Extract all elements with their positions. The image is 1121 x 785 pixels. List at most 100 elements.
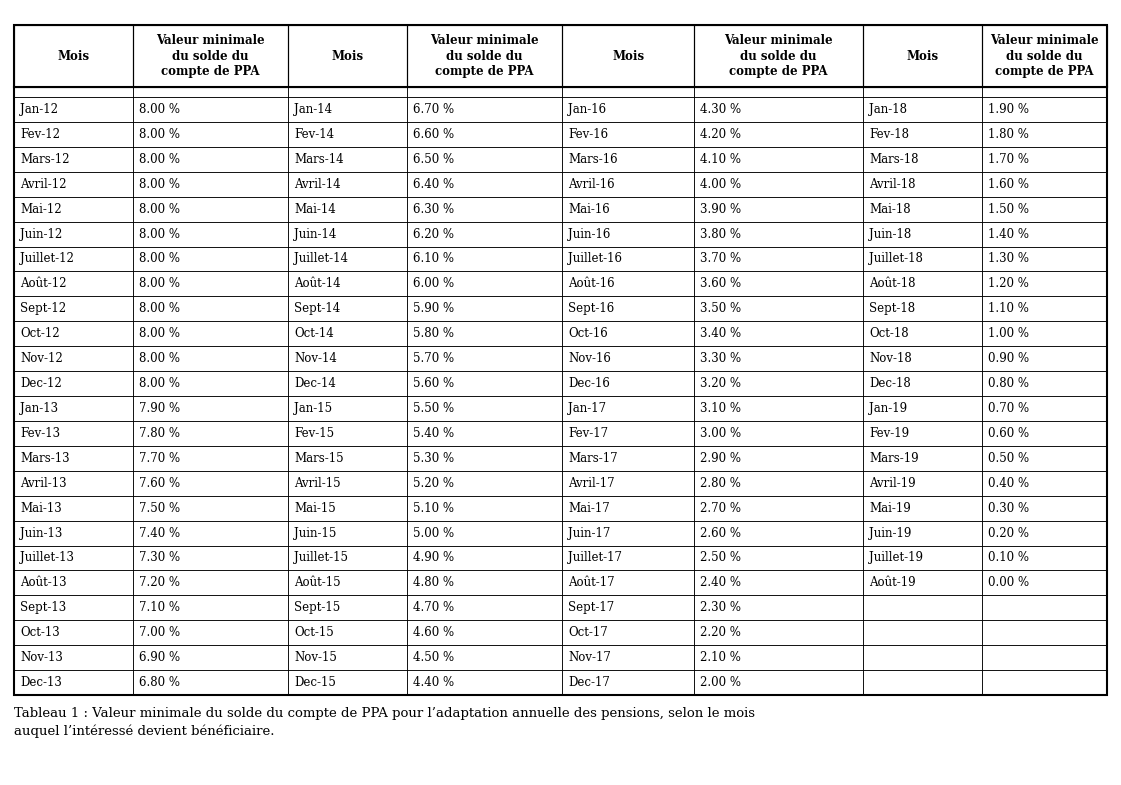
Bar bbox=[982, 346, 1108, 371]
Bar bbox=[132, 296, 288, 321]
Text: 0.20 %: 0.20 % bbox=[988, 527, 1029, 539]
Text: 1.10 %: 1.10 % bbox=[988, 302, 1029, 316]
Text: Avril-15: Avril-15 bbox=[294, 476, 341, 490]
Bar bbox=[13, 396, 132, 421]
Text: 2.00 %: 2.00 % bbox=[701, 676, 741, 689]
Text: 0.70 %: 0.70 % bbox=[988, 402, 1029, 415]
Bar bbox=[288, 25, 407, 87]
Bar bbox=[132, 346, 288, 371]
Bar bbox=[563, 25, 694, 87]
Text: Mois: Mois bbox=[332, 49, 363, 63]
Text: 7.90 %: 7.90 % bbox=[139, 402, 179, 415]
Bar bbox=[982, 396, 1108, 421]
Text: 4.80 %: 4.80 % bbox=[413, 576, 454, 590]
Bar bbox=[407, 495, 563, 520]
Bar bbox=[982, 520, 1108, 546]
Text: Valeur minimale
du solde du
compte de PPA: Valeur minimale du solde du compte de PP… bbox=[430, 35, 539, 78]
Bar bbox=[288, 396, 407, 421]
Text: 5.80 %: 5.80 % bbox=[413, 327, 454, 340]
Text: Jan-12: Jan-12 bbox=[20, 103, 58, 116]
Bar bbox=[132, 520, 288, 546]
Text: Mars-19: Mars-19 bbox=[869, 452, 919, 465]
Bar bbox=[694, 296, 863, 321]
Bar bbox=[563, 446, 694, 471]
Text: 6.90 %: 6.90 % bbox=[139, 651, 179, 664]
Text: Fev-12: Fev-12 bbox=[20, 128, 61, 141]
Text: Fev-13: Fev-13 bbox=[20, 427, 61, 440]
Bar bbox=[407, 25, 563, 87]
Text: 0.10 %: 0.10 % bbox=[988, 551, 1029, 564]
Bar bbox=[563, 495, 694, 520]
Bar bbox=[863, 595, 982, 620]
Text: 1.00 %: 1.00 % bbox=[988, 327, 1029, 340]
Text: 5.00 %: 5.00 % bbox=[413, 527, 454, 539]
Text: 1.60 %: 1.60 % bbox=[988, 177, 1029, 191]
Bar bbox=[563, 620, 694, 645]
Text: 8.00 %: 8.00 % bbox=[139, 103, 179, 116]
Text: Août-18: Août-18 bbox=[869, 277, 916, 290]
Bar bbox=[407, 520, 563, 546]
Text: Juillet-16: Juillet-16 bbox=[568, 253, 622, 265]
Bar bbox=[407, 645, 563, 670]
Text: Dec-13: Dec-13 bbox=[20, 676, 62, 689]
Text: 1.90 %: 1.90 % bbox=[988, 103, 1029, 116]
Bar bbox=[13, 321, 132, 346]
Bar bbox=[563, 396, 694, 421]
Text: Juillet-13: Juillet-13 bbox=[20, 551, 74, 564]
Text: Jan-15: Jan-15 bbox=[294, 402, 332, 415]
Text: Juin-13: Juin-13 bbox=[20, 527, 63, 539]
Text: Dec-15: Dec-15 bbox=[294, 676, 336, 689]
Text: 3.70 %: 3.70 % bbox=[701, 253, 741, 265]
Text: Sept-13: Sept-13 bbox=[20, 601, 66, 615]
Bar bbox=[694, 25, 863, 87]
Text: 4.30 %: 4.30 % bbox=[701, 103, 741, 116]
Text: 5.90 %: 5.90 % bbox=[413, 302, 454, 316]
Bar bbox=[694, 172, 863, 197]
Bar bbox=[563, 421, 694, 446]
Bar bbox=[863, 670, 982, 695]
Bar bbox=[982, 197, 1108, 221]
Text: Sept-16: Sept-16 bbox=[568, 302, 614, 316]
Text: Jan-16: Jan-16 bbox=[568, 103, 606, 116]
Text: 3.60 %: 3.60 % bbox=[701, 277, 741, 290]
Bar bbox=[288, 645, 407, 670]
Bar bbox=[288, 197, 407, 221]
Bar bbox=[132, 670, 288, 695]
Bar bbox=[13, 87, 132, 97]
Text: Oct-13: Oct-13 bbox=[20, 626, 59, 639]
Bar bbox=[132, 620, 288, 645]
Bar bbox=[982, 272, 1108, 296]
Bar bbox=[407, 87, 563, 97]
Text: Avril-19: Avril-19 bbox=[869, 476, 916, 490]
Bar bbox=[863, 221, 982, 246]
Bar bbox=[132, 172, 288, 197]
Text: Juillet-14: Juillet-14 bbox=[294, 253, 349, 265]
Bar bbox=[288, 97, 407, 122]
Text: Valeur minimale
du solde du
compte de PPA: Valeur minimale du solde du compte de PP… bbox=[990, 35, 1099, 78]
Bar bbox=[863, 172, 982, 197]
Bar bbox=[863, 396, 982, 421]
Text: 3.80 %: 3.80 % bbox=[701, 228, 741, 240]
Bar bbox=[288, 272, 407, 296]
Text: 0.30 %: 0.30 % bbox=[988, 502, 1029, 515]
Bar bbox=[563, 172, 694, 197]
Text: 2.70 %: 2.70 % bbox=[701, 502, 741, 515]
Text: Nov-17: Nov-17 bbox=[568, 651, 611, 664]
Bar bbox=[563, 147, 694, 172]
Text: Avril-18: Avril-18 bbox=[869, 177, 916, 191]
Bar bbox=[407, 595, 563, 620]
Bar bbox=[288, 446, 407, 471]
Text: Mois: Mois bbox=[612, 49, 645, 63]
Text: 4.00 %: 4.00 % bbox=[701, 177, 741, 191]
Text: 1.40 %: 1.40 % bbox=[988, 228, 1029, 240]
Text: Avril-16: Avril-16 bbox=[568, 177, 615, 191]
Text: Mai-14: Mai-14 bbox=[294, 203, 336, 216]
Bar bbox=[694, 97, 863, 122]
Bar bbox=[288, 546, 407, 571]
Text: 3.00 %: 3.00 % bbox=[701, 427, 741, 440]
Text: Fev-17: Fev-17 bbox=[568, 427, 609, 440]
Text: 6.80 %: 6.80 % bbox=[139, 676, 179, 689]
Text: Mois: Mois bbox=[907, 49, 938, 63]
Bar bbox=[13, 595, 132, 620]
Text: Mai-18: Mai-18 bbox=[869, 203, 910, 216]
